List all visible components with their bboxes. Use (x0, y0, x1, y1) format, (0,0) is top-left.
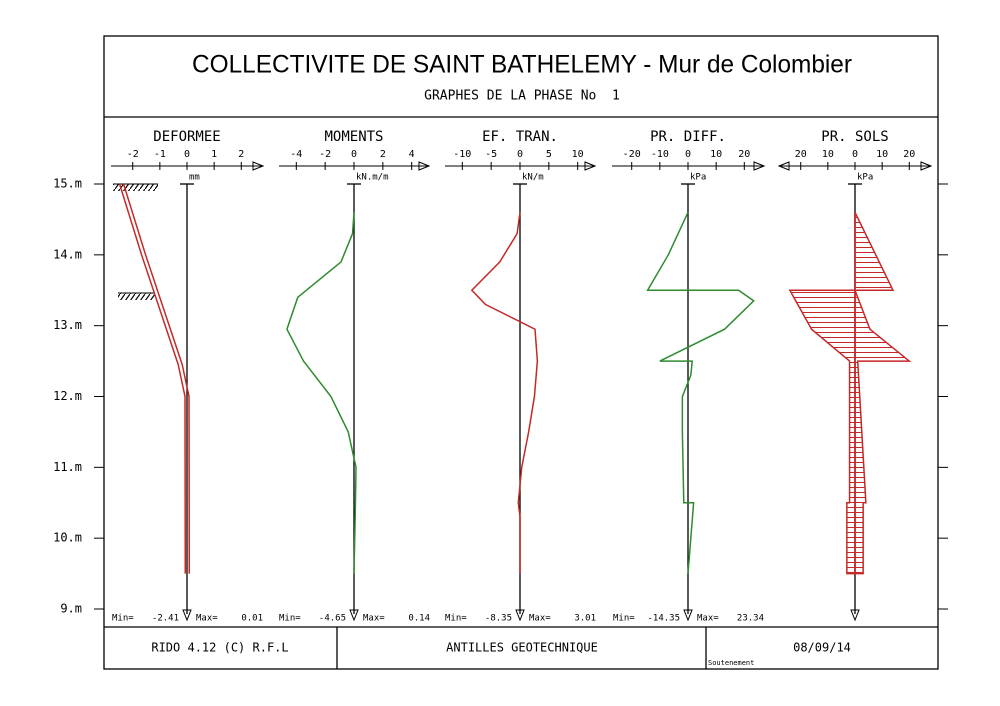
zero-arrow (850, 609, 860, 622)
axis-arrow (777, 161, 790, 171)
unit-label: mm (189, 173, 200, 183)
max-value: 0.01 (241, 614, 263, 624)
min-value: -8.35 (485, 614, 512, 624)
min-label: Min= (445, 614, 467, 624)
x-tick-label: 0 (685, 149, 691, 160)
unit-label: kPa (857, 173, 873, 183)
unit-label: kN.m/m (356, 173, 389, 183)
max-label: Max= (196, 614, 218, 624)
max-value: 23.34 (737, 614, 764, 624)
x-tick-label: -2 (319, 149, 331, 160)
data-line (646, 212, 755, 574)
company: ANTILLES GEOTECHNIQUE (446, 641, 598, 655)
data-line (122, 183, 191, 574)
x-tick-label: 20 (795, 149, 807, 160)
max-label: Max= (697, 614, 719, 624)
x-tick-label: 1 (211, 149, 217, 160)
panel-title: MOMENTS (324, 129, 383, 145)
x-tick-label: 2 (238, 149, 244, 160)
y-tick-label: 10.m (53, 531, 82, 545)
data-line (286, 212, 357, 574)
x-tick-label: 2 (380, 149, 386, 160)
x-tick-label: 4 (409, 149, 415, 160)
max-value: 0.14 (408, 614, 430, 624)
max-value: 3.01 (574, 614, 596, 624)
y-tick-label: 9.m (60, 602, 82, 616)
x-tick-label: 10 (710, 149, 722, 160)
x-tick-label: -5 (485, 149, 497, 160)
x-tick-label: 20 (738, 149, 750, 160)
min-value: -2.41 (152, 614, 179, 624)
panel-title: EF. TRAN. (482, 129, 558, 145)
unit-label: kN/m (522, 173, 544, 183)
min-value: -14.35 (647, 614, 680, 624)
data-area (853, 212, 912, 575)
x-tick-label: 5 (546, 149, 552, 160)
x-tick-label: -2 (127, 149, 139, 160)
min-label: Min= (613, 614, 635, 624)
min-value: -4.65 (319, 614, 346, 624)
x-tick-label: -4 (290, 149, 302, 160)
x-tick-label: 10 (822, 149, 834, 160)
note: Soutenement (708, 659, 754, 667)
zero-arrow (182, 609, 192, 622)
axis-arrow (753, 161, 766, 171)
x-tick-label: 10 (572, 149, 584, 160)
y-tick-label: 14.m (53, 247, 82, 261)
zero-arrow (683, 609, 693, 622)
data-line (118, 183, 187, 574)
max-label: Max= (529, 614, 551, 624)
x-tick-label: 0 (852, 149, 858, 160)
x-tick-label: -20 (623, 149, 641, 160)
data-line (470, 212, 539, 574)
x-tick-label: -1 (154, 149, 166, 160)
ground-hatch (118, 293, 155, 300)
axis-arrow (252, 161, 265, 171)
axis-arrow (418, 161, 431, 171)
y-tick-label: 12.m (53, 389, 82, 403)
date: 08/09/14 (793, 641, 851, 655)
zero-arrow (515, 609, 525, 622)
frame (103, 35, 939, 670)
min-label: Min= (279, 614, 301, 624)
panel-title: DEFORMEE (153, 129, 220, 145)
chart-subtitle: GRAPHES DE LA PHASE No 1 (424, 89, 620, 104)
max-label: Max= (363, 614, 385, 624)
y-tick-label: 11.m (53, 460, 82, 474)
unit-label: kPa (690, 173, 706, 183)
x-tick-label: 20 (903, 149, 915, 160)
panel-title: PR. SOLS (821, 129, 888, 145)
x-tick-label: -10 (453, 149, 471, 160)
x-tick-label: 10 (876, 149, 888, 160)
software: RIDO 4.12 (C) R.F.L (151, 641, 288, 655)
y-tick-label: 15.m (53, 177, 82, 191)
data-area (788, 212, 856, 575)
panel-title: PR. DIFF. (650, 129, 726, 145)
x-tick-label: 0 (351, 149, 357, 160)
x-tick-label: 0 (517, 149, 523, 160)
chart-title: COLLECTIVITE DE SAINT BATHELEMY - Mur de… (192, 51, 852, 79)
axis-arrow (584, 161, 597, 171)
y-tick-label: 13.m (53, 318, 82, 332)
axis-arrow (920, 161, 933, 171)
x-tick-label: 0 (184, 149, 190, 160)
x-tick-label: -10 (651, 149, 669, 160)
zero-arrow (349, 609, 359, 622)
ground-hatch (113, 184, 158, 191)
min-label: Min= (112, 614, 134, 624)
